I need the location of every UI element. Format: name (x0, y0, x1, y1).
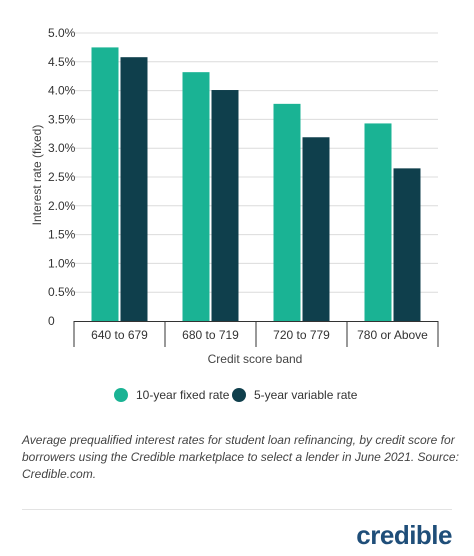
bar-fixed-1 (182, 72, 210, 321)
credible-logo: credible (356, 520, 452, 550)
y-tick-label: 2.0% (48, 199, 76, 213)
bar-fixed-2 (273, 103, 301, 322)
legend-item-fixed: 10-year fixed rate (114, 388, 229, 402)
x-axis-title: Credit score band (208, 352, 303, 366)
bar-variable-3 (393, 168, 421, 321)
y-tick-label: 3.0% (48, 141, 76, 155)
y-tick-label: 5.0% (48, 26, 76, 40)
bar-fixed-0 (91, 47, 119, 322)
bar-fixed-3 (364, 123, 392, 321)
y-tick-label: 4.5% (48, 55, 76, 69)
y-tick-label: 0 (48, 314, 55, 328)
bar-variable-1 (211, 90, 239, 321)
x-tick-label: 640 to 679 (91, 328, 148, 342)
y-axis-ticks: 0 0.5% 1.0% 1.5% 2.0% 2.5% 3.0% 3.5% 4.0% 4.5% 5.0… (48, 26, 76, 328)
x-tick-label: 720 to 779 (273, 328, 330, 342)
bar-chart: 0 0.5% 1.0% 1.5% 2.0% 2.5% 3.0% 3.5% 4.0% 4.5% 5.0… (30, 26, 439, 366)
legend-label-variable: 5-year variable rate (254, 388, 358, 402)
bar-variable-2 (302, 137, 330, 321)
y-tick-label: 4.0% (48, 84, 76, 98)
y-tick-label: 0.5% (48, 285, 76, 299)
y-tick-label: 3.5% (48, 112, 76, 126)
x-axis: 640 to 679 680 to 719 720 to 779 780 or Abo… (73, 321, 439, 347)
y-tick-label: 2.5% (48, 170, 76, 184)
y-axis-title: Interest rate (fixed) (30, 125, 44, 226)
divider (22, 509, 452, 510)
legend-swatch-variable (232, 388, 246, 402)
bar-variable-0 (120, 57, 148, 321)
legend-label-fixed: 10-year fixed rate (136, 388, 230, 402)
y-tick-label: 1.0% (48, 256, 76, 270)
legend-item-variable: 5-year variable rate (232, 388, 357, 402)
y-tick-label: 1.5% (48, 228, 76, 242)
x-tick-label: 680 to 719 (182, 328, 239, 342)
bars (91, 47, 421, 322)
legend-swatch-fixed (114, 388, 128, 402)
legend: 10-year fixed rate 5-year variable rate (0, 388, 474, 410)
x-tick-label: 780 or Above (357, 328, 428, 342)
chart-caption: Average prequalified interest rates for … (22, 433, 459, 481)
